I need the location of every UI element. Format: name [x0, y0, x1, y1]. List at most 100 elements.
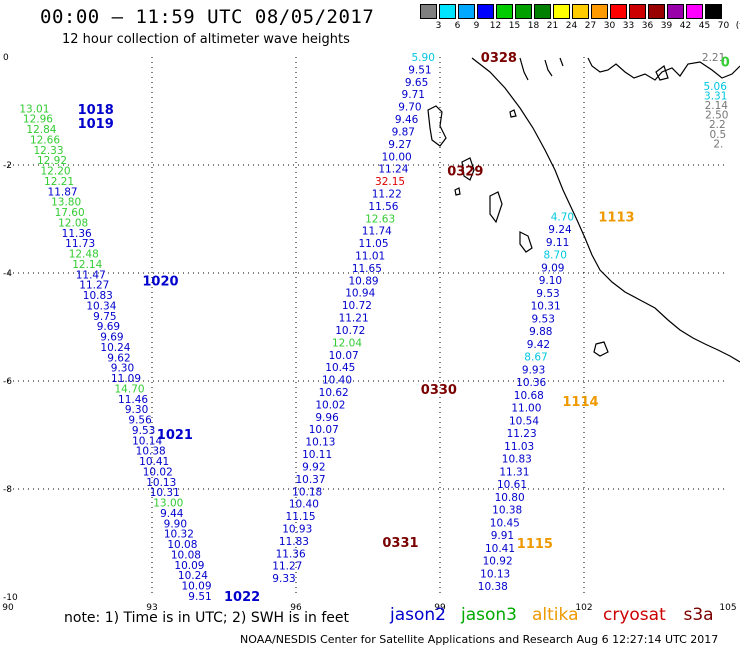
wave-height-value: 10.94: [345, 288, 375, 300]
legend-label: 27: [584, 21, 597, 31]
pass-time-label: 1018: [78, 103, 114, 118]
wave-height-value: 10.45: [325, 362, 355, 374]
legend-swatch: [648, 4, 665, 19]
wave-height-value: 10.89: [349, 275, 379, 287]
wave-height-value: 2.: [713, 138, 723, 150]
wave-height-value: 9.51: [188, 591, 211, 603]
legend-label: 30: [603, 21, 616, 31]
sumatra-coast: [471, 57, 740, 363]
wave-height-value: 10.08: [171, 549, 201, 561]
wave-height-value: 12.96: [23, 114, 53, 126]
wave-height-value: 11.15: [286, 511, 316, 523]
wave-height-value: 11.01: [355, 251, 385, 263]
wave-height-value: 11.05: [358, 238, 388, 250]
wave-height-value: 11.56: [368, 201, 398, 213]
legend-swatch: [667, 4, 684, 19]
wave-height-value: 9.53: [536, 288, 559, 300]
pass-time-label: 1022: [224, 590, 260, 605]
wave-height-value: 10.83: [502, 454, 532, 466]
wave-height-value: 9.92: [302, 461, 325, 473]
wave-height-value: 12.33: [33, 145, 63, 157]
wave-height-value: 9.53: [532, 313, 555, 325]
wave-height-value: 10.18: [292, 486, 322, 498]
wave-height-value: 13.01: [19, 103, 49, 115]
legend-label: (ft): [735, 21, 740, 31]
wave-height-value: 10.80: [495, 492, 525, 504]
wave-height-value: 10.92: [483, 556, 513, 568]
pass-time-label: 0: [721, 55, 730, 70]
wave-height-value: 9.24: [548, 224, 572, 236]
wave-height-value: 9.91: [491, 530, 514, 542]
legend-label: 12: [489, 21, 502, 31]
wave-height-value: 9.53: [132, 425, 155, 437]
nias-island: [461, 157, 475, 181]
wave-height-value: 10.41: [485, 543, 515, 555]
wave-height-value: 10.31: [150, 487, 180, 499]
wave-height-value: 10.13: [146, 477, 176, 489]
wave-height-value: 12.63: [365, 213, 395, 225]
legend-swatch: [591, 4, 608, 19]
wave-height-value: 12.08: [58, 217, 88, 229]
lat-tick-label: -8: [3, 485, 12, 495]
wave-height-value: 12.92: [37, 155, 67, 167]
wave-height-value: 9.69: [100, 332, 123, 344]
islet-2: [509, 109, 517, 118]
wave-height-value: 4.70: [551, 211, 574, 223]
legend-swatch: [458, 4, 475, 19]
lon-tick-label: 90: [2, 603, 14, 613]
wave-height-value: 11.22: [372, 188, 402, 200]
pass-time-label: 1113: [598, 210, 634, 225]
wave-height-value: 2.14: [705, 100, 729, 112]
wave-height-value: 10.41: [139, 456, 169, 468]
wave-height-value: 9.27: [388, 139, 411, 151]
wave-height-value: 9.11: [546, 237, 569, 249]
legend-label: 6: [454, 21, 461, 31]
wave-height-value: 9.75: [93, 311, 116, 323]
wave-height-value: 10.31: [531, 301, 561, 313]
pass-time-label: 0331: [382, 536, 418, 551]
wave-height-value: 9.93: [522, 364, 545, 376]
wave-height-value: 11.36: [62, 228, 92, 240]
coastline: [427, 57, 740, 363]
batu-island: [489, 191, 503, 224]
wave-height-value: 9.71: [402, 89, 425, 101]
lat-tick-label: -6: [3, 377, 12, 387]
wave-height-value: 9.87: [392, 126, 415, 138]
wave-height-value: 10.13: [305, 437, 335, 449]
legend-label: 70: [717, 21, 730, 31]
wave-height-value: 11.31: [499, 466, 529, 478]
wave-height-value: 11.65: [352, 263, 382, 275]
wave-height-value: 10.08: [167, 539, 197, 551]
wave-height-value: 10.07: [309, 424, 339, 436]
wave-height-value: 9.88: [529, 326, 552, 338]
lon-tick-label: 99: [434, 603, 446, 613]
wave-height-value: 11.87: [48, 186, 78, 198]
wave-height-value: 9.42: [527, 339, 550, 351]
wave-height-value: 9.69: [97, 321, 120, 333]
satellite-key-cryosat: cryosat: [603, 605, 666, 625]
legend-label: 39: [660, 21, 673, 31]
legend-swatch: [686, 4, 703, 19]
wave-height-value: 17.60: [55, 207, 85, 219]
wave-height-value: 12.04: [332, 337, 362, 349]
simeulue-island: [427, 105, 447, 147]
legend-swatch: [420, 4, 437, 19]
wave-height-value: 10.83: [83, 290, 113, 302]
wave-height-value: 12.14: [72, 259, 102, 271]
pass-time-label: 0330: [421, 383, 457, 398]
wave-height-value: 32.15: [375, 176, 405, 188]
wave-height-value: 10.13: [480, 568, 510, 580]
wave-height-value: 9.33: [272, 573, 295, 585]
wave-height-value: 2.21: [702, 52, 725, 64]
legend-label: 24: [565, 21, 578, 31]
wave-height-value: 9.51: [408, 64, 431, 76]
lat-tick-label: -2: [3, 161, 12, 171]
wave-height-value: 9.62: [107, 352, 130, 364]
wave-height-value: 11.73: [65, 238, 95, 250]
wave-height-value: 5.06: [704, 81, 728, 93]
wave-height-value: 2.2: [709, 119, 726, 131]
wave-height-value: 11.47: [76, 269, 106, 281]
wave-height-value: 11.09: [111, 373, 141, 385]
legend-swatch: [439, 4, 456, 19]
